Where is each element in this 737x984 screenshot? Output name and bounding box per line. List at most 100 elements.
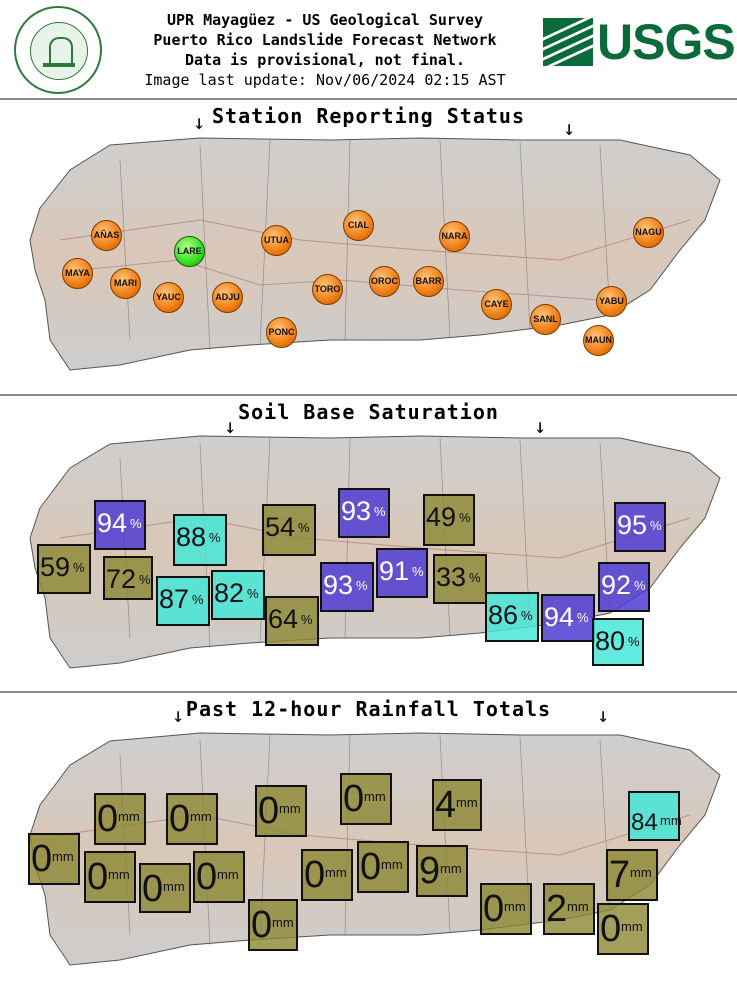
rainfall-box-unit: mm [660,813,682,828]
rainfall-box-unit: mm [621,919,643,934]
soil-saturation-box-unit: % [650,518,662,533]
down-arrow-icon: ↓ [534,414,547,438]
station-marker: UTUA [261,225,292,256]
rainfall-box-unit: mm [456,795,478,810]
soil-saturation-box: 59% [37,544,91,594]
rainfall-box-unit: mm [567,899,589,914]
soil-saturation-box-unit: % [628,634,640,649]
rainfall-box-value: 0 [169,798,191,840]
seal-building-icon [49,37,73,65]
rainfall-box: 0 mm [248,899,298,951]
down-arrow-icon: ↓ [563,116,576,140]
soil-saturation-box-value: 33 [436,562,467,592]
last-update: Image last update: Nov/06/2024 02:15 AST [144,71,506,89]
soil-saturation-box-value: 72 [106,564,137,594]
rainfall-box-unit: mm [272,915,294,930]
rainfall-box-unit: mm [381,857,403,872]
page-header: UPR Mayagüez - US Geological Survey Puer… [0,0,737,98]
soil-saturation-box: 91% [376,548,428,598]
station-status-title: Station Reporting Status [212,104,525,128]
soil-saturation-box: 80% [592,618,644,666]
soil-saturation-box-value: 88 [176,522,207,552]
header-text: UPR Mayagüez - US Geological Survey Puer… [105,10,545,90]
rainfall-box-value: 0 [31,838,53,880]
station-marker: ADJU [212,282,243,313]
soil-saturation-box-unit: % [459,510,471,525]
soil-saturation-box-unit: % [469,570,481,585]
soil-saturation-box: 95% [614,502,666,552]
rainfall-box: 0 mm [480,883,532,935]
rainfall-box: 0 mm [139,863,191,913]
soil-saturation-box: 64% [265,596,319,646]
station-marker: BARR [413,266,444,297]
soil-saturation-box-value: 54 [265,512,296,542]
rainfall-box-value: 0 [304,854,326,896]
rainfall-box-unit: mm [163,879,185,894]
soil-saturation-box-value: 94 [544,602,575,632]
rainfall-totals-panel: Past 12-hour Rainfall Totals ↓ ↓ 0 mm 0 mm 0… [0,691,737,984]
rainfall-box-value: 0 [251,904,273,946]
soil-saturation-box-value: 82 [214,578,245,608]
rainfall-box-unit: mm [504,899,526,914]
soil-saturation-box-value: 80 [595,626,626,656]
usgs-wave-icon [543,14,593,71]
rainfall-box-unit: mm [325,865,347,880]
soil-saturation-box-value: 64 [268,604,299,634]
soil-saturation-box-unit: % [634,578,646,593]
soil-saturation-box-value: 94 [97,508,128,538]
station-marker: YABU [596,286,627,317]
soil-saturation-box-value: 95 [617,510,648,540]
rainfall-box-unit: mm [108,867,130,882]
soil-saturation-box: 88% [173,514,227,566]
station-marker: YAUC [153,282,184,313]
soil-saturation-box-unit: % [139,572,151,587]
rainfall-box-value: 2 [546,888,568,930]
rainfall-box-value: 9 [419,850,441,892]
soil-saturation-box: 72% [103,556,153,600]
usgs-logo: USGS [543,14,736,71]
rainfall-box-value: 0 [142,868,164,910]
soil-saturation-box-unit: % [130,516,142,531]
soil-saturation-box: 82% [211,570,265,620]
soil-saturation-box: 86% [485,592,539,642]
soil-saturation-panel: Soil Base Saturation ↓ ↓ 94% 88% 54% 93% 49%… [0,394,737,692]
soil-saturation-box: 93% [338,488,390,538]
station-marker: MAUN [583,325,614,356]
station-marker: LARE [174,236,205,267]
station-marker: OROC [369,266,400,297]
station-marker: MARI [110,268,141,299]
soil-saturation-box-unit: % [73,560,85,575]
rainfall-box-value: 84 [631,809,658,836]
rainfall-box-unit: mm [630,865,652,880]
rainfall-box-value: 0 [600,908,622,950]
rainfall-box: 0 mm [301,849,353,901]
soil-saturation-box-value: 92 [601,570,632,600]
seal-emblem [30,22,88,80]
soil-saturation-box: 93% [320,562,374,612]
down-arrow-icon: ↓ [597,703,610,727]
rainfall-box-value: 4 [435,784,457,826]
soil-saturation-box-unit: % [192,592,204,607]
station-marker: TORO [312,274,343,305]
soil-saturation-box-unit: % [521,608,533,623]
soil-saturation-box-unit: % [374,504,386,519]
rainfall-box-unit: mm [118,809,140,824]
rainfall-box-value: 0 [360,846,382,888]
rainfall-box: 0 mm [597,903,649,955]
soil-saturation-box: 94% [94,500,146,550]
soil-saturation-box-value: 86 [488,600,519,630]
soil-saturation-box-unit: % [577,610,589,625]
rainfall-box: 0 mm [357,841,409,893]
rainfall-box-unit: mm [440,861,462,876]
rainfall-box: 9 mm [416,845,468,897]
soil-saturation-box-value: 59 [40,552,71,582]
soil-saturation-box-value: 91 [379,556,410,586]
soil-saturation-box-value: 87 [159,584,190,614]
soil-saturation-box-unit: % [298,520,310,535]
soil-saturation-box: 54% [262,504,316,556]
usgs-wordmark: USGS [597,14,736,70]
rainfall-box-unit: mm [190,809,212,824]
down-arrow-icon: ↓ [224,414,237,438]
soil-saturation-box: 49% [423,494,475,546]
seal-base-icon [43,63,75,67]
